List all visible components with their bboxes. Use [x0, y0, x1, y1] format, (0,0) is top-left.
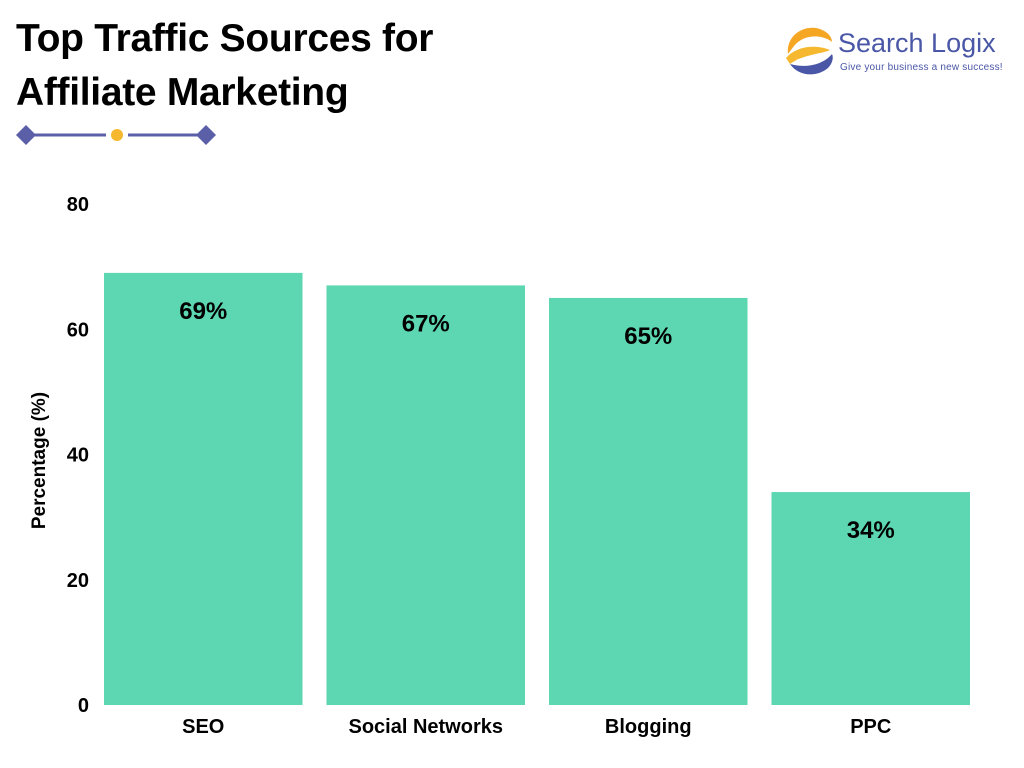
y-tick-label: 60 — [67, 319, 89, 341]
logo-name: Search Logix — [838, 28, 996, 58]
x-tick-label: Blogging — [605, 716, 692, 738]
bar-social-networks — [326, 285, 525, 705]
bar-ppc — [771, 492, 970, 705]
y-tick-label: 20 — [67, 570, 89, 592]
y-tick-label: 40 — [67, 445, 89, 467]
divider-diamond-right-icon — [196, 125, 216, 145]
bar-value-label: 34% — [847, 517, 895, 544]
bar-blogging — [549, 297, 748, 705]
bar-seo — [104, 272, 303, 705]
divider-dot-icon — [111, 129, 123, 141]
x-tick-label: PPC — [850, 716, 891, 738]
x-tick-label: SEO — [182, 716, 224, 738]
divider-diamond-left-icon — [16, 125, 36, 145]
chart-title: Top Traffic Sources for Affiliate Market… — [16, 12, 433, 120]
bar-value-label: 67% — [402, 310, 450, 337]
y-axis-label: Percentage (%) — [29, 392, 50, 529]
logo-tagline: Give your business a new success! — [840, 62, 1003, 73]
search-logix-logo-icon — [786, 27, 833, 75]
bar-value-label: 65% — [624, 323, 672, 350]
y-tick-label: 0 — [78, 695, 89, 717]
bar-value-label: 69% — [179, 298, 227, 325]
y-tick-label: 80 — [67, 194, 89, 216]
title-line-2: Affiliate Marketing — [16, 71, 349, 114]
title-divider — [16, 125, 216, 145]
x-tick-label: Social Networks — [348, 716, 503, 738]
title-line-1: Top Traffic Sources for — [16, 17, 434, 60]
